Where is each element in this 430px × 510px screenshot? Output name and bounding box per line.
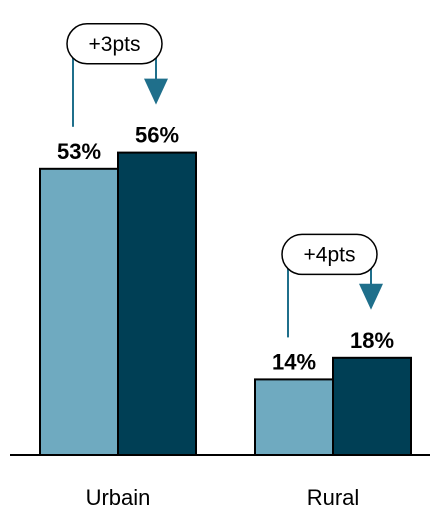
category-label-rural: Rural (307, 485, 360, 510)
annotations-layer: +3pts +4pts (66, 23, 383, 338)
annotation-arrowhead-icon (359, 283, 383, 310)
value-label-urbain-series-1: 53% (57, 139, 101, 164)
value-label-rural-series-1: 14% (272, 349, 316, 374)
value-label-rural-series-2: 18% (350, 328, 394, 353)
annotation-pill (66, 23, 163, 65)
annotation-arrowhead-icon (144, 78, 168, 105)
annotation-urbain: +3pts (66, 23, 168, 127)
category-labels-layer: Urbain Rural (86, 485, 360, 510)
category-label-urbain: Urbain (86, 485, 151, 510)
value-labels-layer: 53% 56% 14% 18% (57, 123, 394, 375)
bars-layer (39, 151, 412, 457)
bar-urbain-series-2 (117, 151, 197, 456)
annotation-label: +3pts (89, 33, 141, 56)
annotation-rural: +4pts (281, 233, 383, 338)
bar-urbain-series-1 (39, 167, 119, 457)
annotation-pill (281, 233, 378, 276)
annotation-label: +4pts (304, 243, 356, 266)
bar-rural-series-1 (254, 378, 334, 456)
bar-rural-series-2 (332, 356, 412, 456)
value-label-urbain-series-2: 56% (135, 123, 179, 148)
